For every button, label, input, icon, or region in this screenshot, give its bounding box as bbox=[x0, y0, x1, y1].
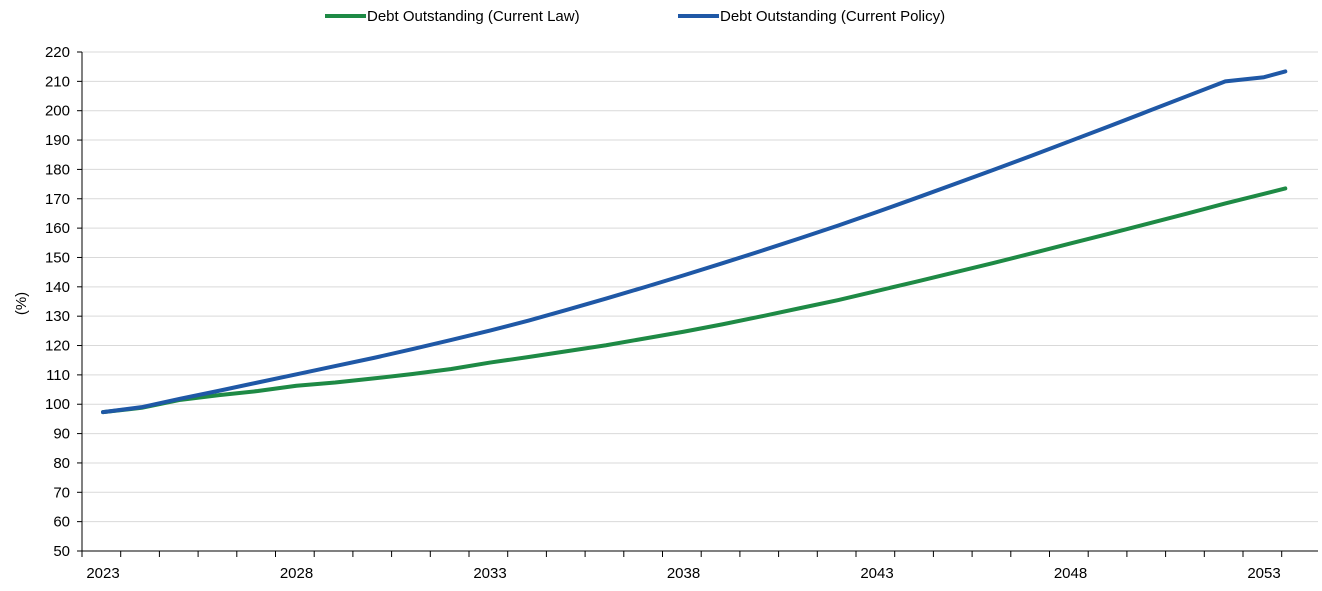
y-tick-label: 170 bbox=[45, 191, 70, 208]
legend-label-current-policy: Debt Outstanding (Current Policy) bbox=[720, 8, 945, 25]
y-tick-label: 210 bbox=[45, 73, 70, 90]
y-tick-label: 110 bbox=[46, 367, 70, 384]
x-tick-label: 2038 bbox=[667, 565, 700, 582]
y-tick-label: 80 bbox=[53, 455, 70, 472]
x-tick-label: 2048 bbox=[1054, 565, 1087, 582]
plot-area bbox=[101, 69, 1288, 415]
y-tick-label: 180 bbox=[45, 161, 70, 178]
y-tick-label: 50 bbox=[53, 543, 70, 560]
x-tick-label: 2033 bbox=[473, 565, 506, 582]
series-line-current-law bbox=[101, 186, 1288, 415]
x-tick-label: 2028 bbox=[280, 565, 313, 582]
y-tick-label: 140 bbox=[45, 279, 70, 296]
series-line-current-policy bbox=[101, 69, 1288, 415]
y-tick-label: 130 bbox=[45, 308, 70, 325]
y-tick-label: 220 bbox=[45, 44, 70, 61]
x-tick-label: 2023 bbox=[86, 565, 119, 582]
x-tick-label: 2043 bbox=[860, 565, 893, 582]
y-axis-label: (%) bbox=[13, 292, 30, 315]
y-axis: 50 60 70 80 90 100 110 120 130 140 150 160 170 180 190… bbox=[45, 44, 83, 560]
y-tick-label: 200 bbox=[45, 103, 70, 120]
y-tick-label: 90 bbox=[53, 426, 70, 443]
y-tick-label: 190 bbox=[45, 132, 70, 149]
grid-lines bbox=[82, 51, 1318, 523]
y-tick-label: 60 bbox=[53, 514, 70, 531]
y-tick-label: 160 bbox=[45, 220, 70, 237]
x-tick-label: 2053 bbox=[1247, 565, 1280, 582]
y-tick-label: 150 bbox=[45, 249, 70, 266]
x-axis: 2023 2028 2033 2038 2043 2048 2053 bbox=[81, 550, 1318, 582]
y-tick-label: 100 bbox=[45, 396, 70, 413]
legend: Debt Outstanding (Current Law) Debt Outs… bbox=[325, 8, 945, 25]
y-tick-label: 70 bbox=[53, 484, 70, 501]
legend-label-current-law: Debt Outstanding (Current Law) bbox=[367, 8, 580, 25]
y-tick-label: 120 bbox=[45, 338, 70, 355]
